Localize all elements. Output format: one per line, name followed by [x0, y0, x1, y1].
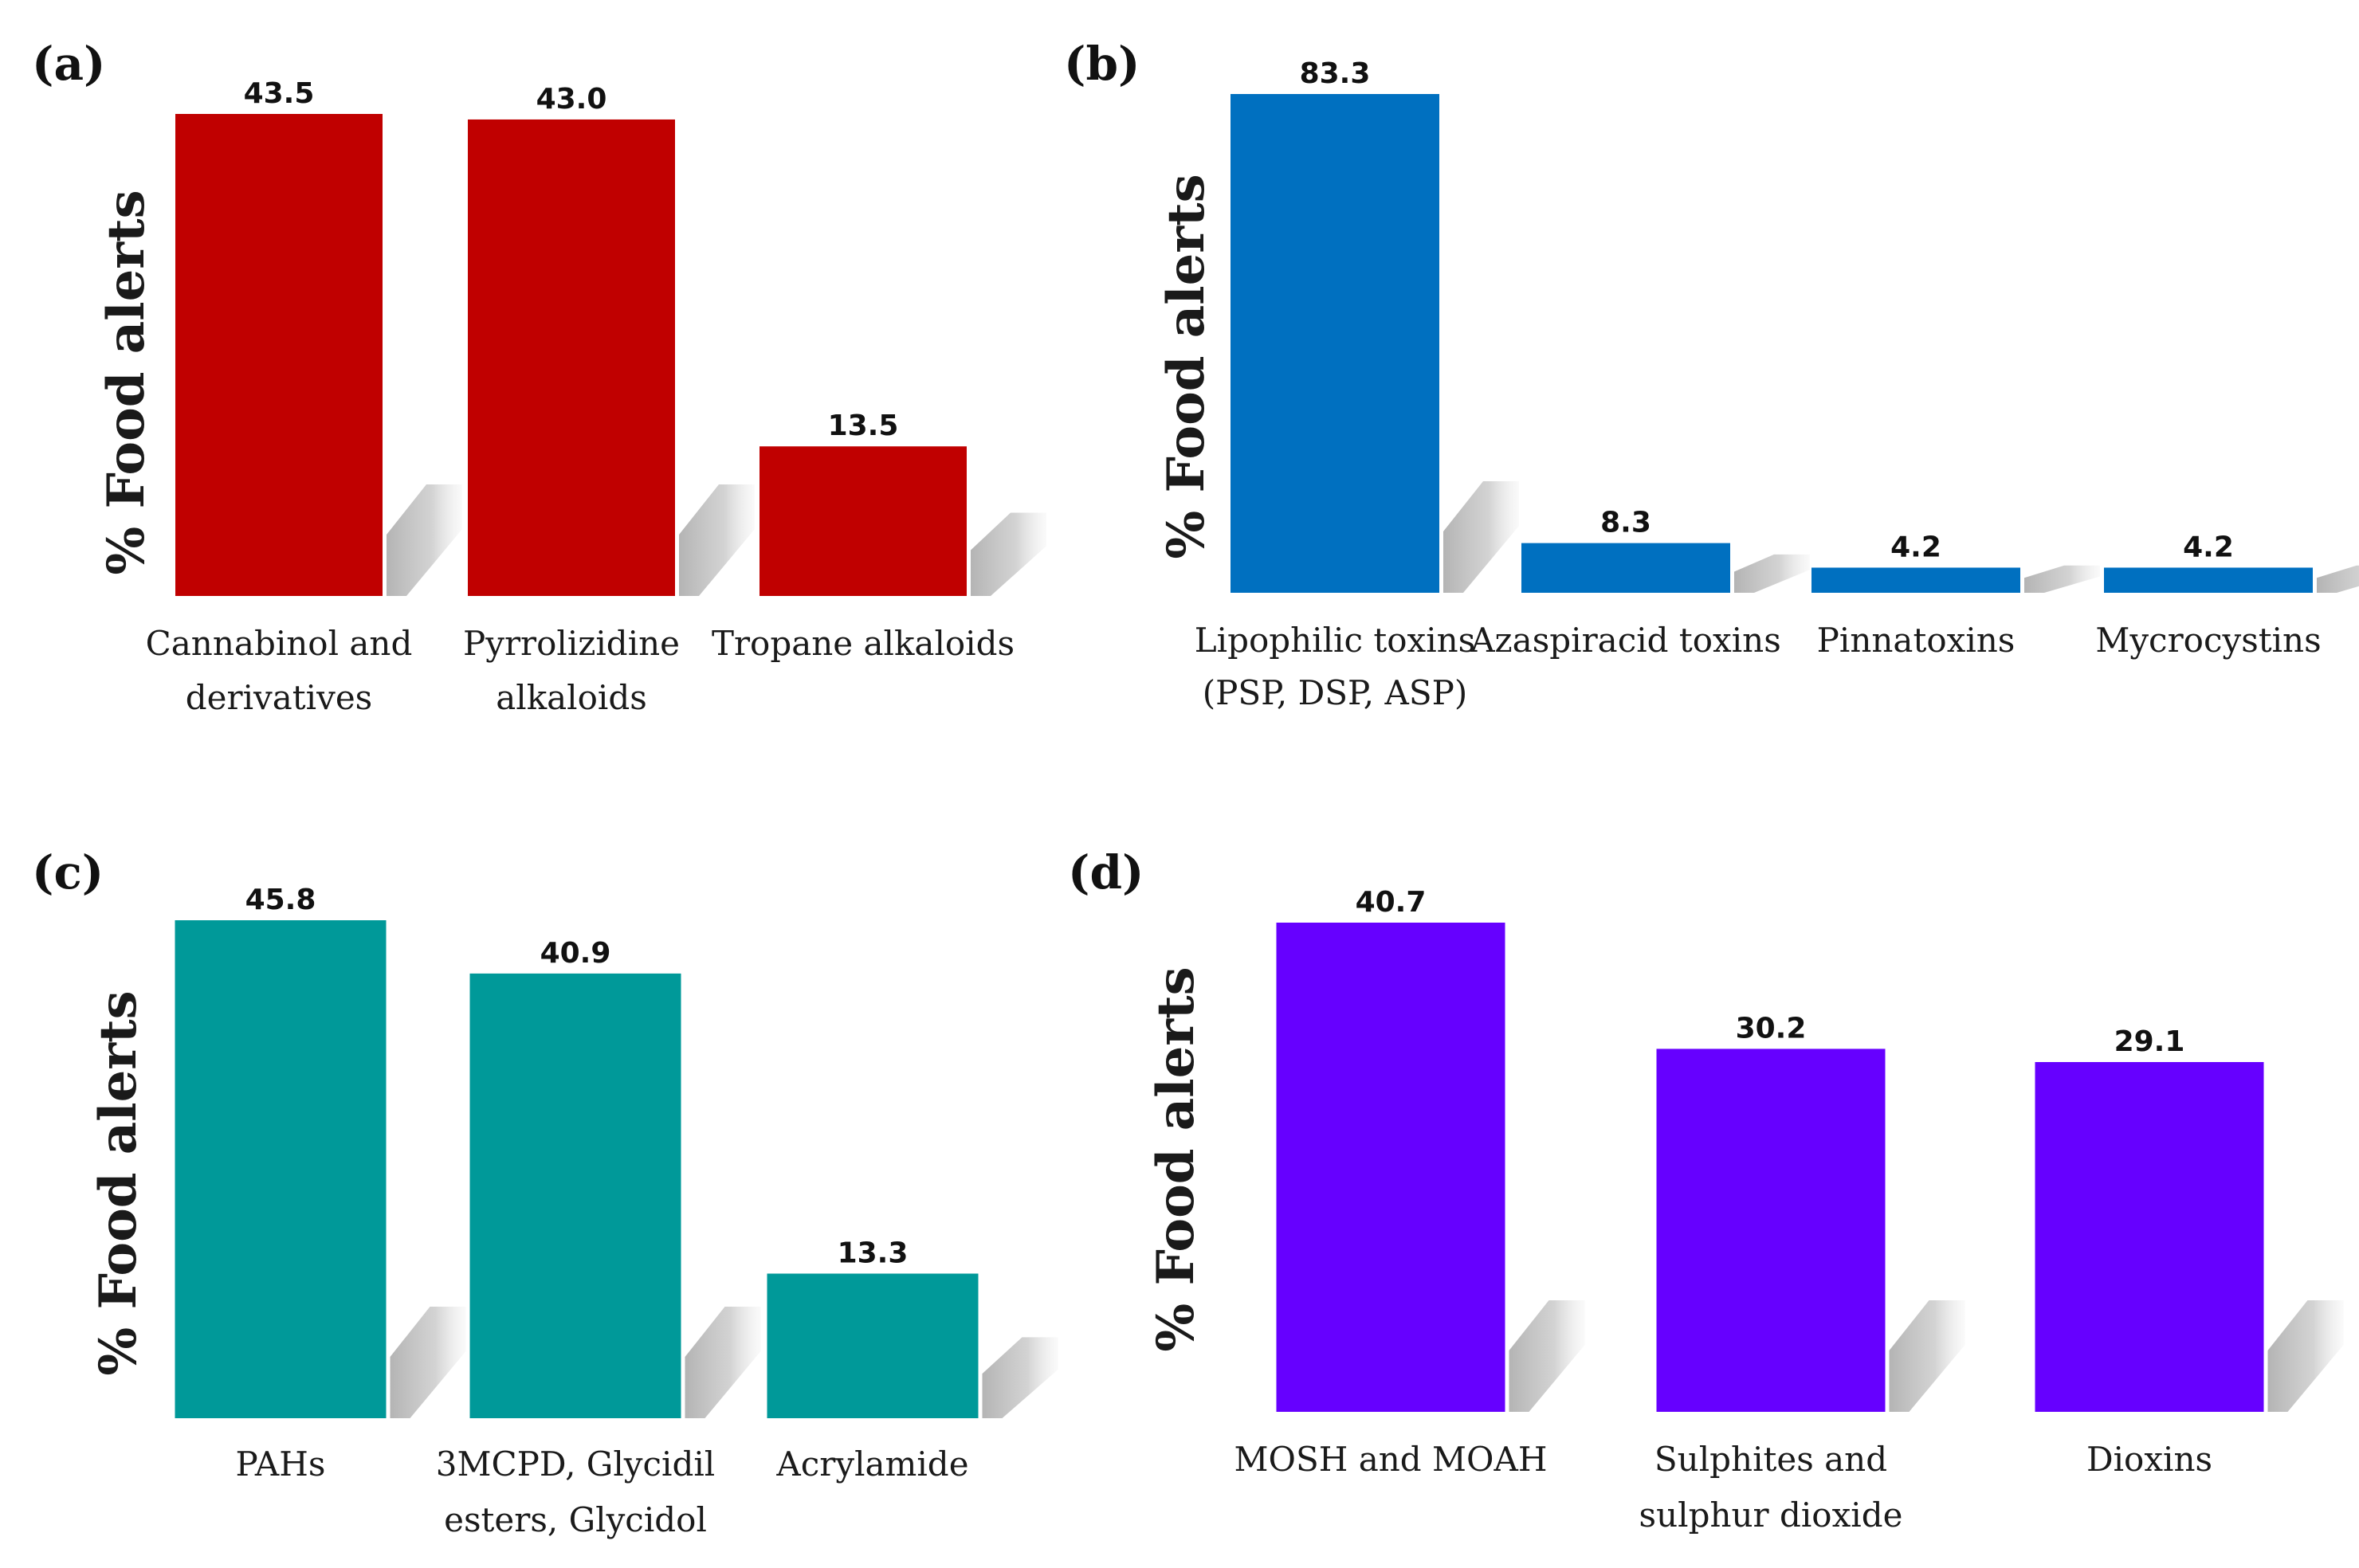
category-label: Cannabinol and derivatives: [146, 624, 413, 717]
chart-panel-a: (a) % Food alerts 43.5 Cannabinol and deriva…: [32, 37, 1046, 717]
category-label: 3MCPD, Glycidil esters, Glycidol: [436, 1445, 715, 1539]
bar-value-label: 8.3: [1600, 507, 1651, 539]
bar-shadow: [982, 1337, 1058, 1418]
category-label: Pinnatoxins: [1817, 621, 2016, 660]
bar-shadow: [1443, 481, 1519, 593]
bar-4: [2104, 567, 2313, 593]
y-axis-label: % Food alerts: [1146, 966, 1206, 1351]
bar-value-label: 40.9: [540, 937, 611, 970]
chart-panel-c: (c) % Food alerts 45.8 PAHs 40.9 3MCPD, Glyci…: [32, 845, 1058, 1539]
category-label: Tropane alkaloids: [712, 624, 1015, 663]
bar-value-label: 83.3: [1300, 57, 1371, 90]
category-label: PAHs: [236, 1445, 326, 1484]
bar-value-label: 43.0: [536, 83, 607, 116]
bar-2: [468, 119, 675, 596]
bar-1: [1231, 94, 1439, 593]
bar-2: [469, 973, 681, 1418]
bar-1: [175, 114, 383, 596]
bar-shadow: [1734, 554, 1810, 593]
category-label: Azaspiracid toxins: [1470, 621, 1781, 660]
bar-3: [767, 1273, 979, 1418]
category-label: Sulphites and sulphur dioxide: [1639, 1440, 1903, 1535]
bar-shadow: [390, 1307, 466, 1418]
category-label: Mycrocystins: [2095, 621, 2321, 660]
y-axis-label: % Food alerts: [1156, 174, 1216, 559]
y-axis-label: % Food alerts: [88, 990, 148, 1375]
bar-value-label: 40.7: [1356, 886, 1427, 919]
panel-letter: (b): [1064, 37, 1140, 91]
bar-shadow: [2317, 565, 2359, 593]
bar-2: [1521, 543, 1730, 593]
bar-value-label: 29.1: [2114, 1025, 2185, 1058]
bar-shadow: [685, 1307, 761, 1418]
panel-letter: (d): [1068, 845, 1144, 900]
category-label: Pyrrolizidine alkaloids: [463, 624, 680, 717]
panel-letter: (c): [32, 845, 104, 900]
bar-value-label: 43.5: [244, 77, 315, 110]
bar-shadow: [1889, 1300, 1965, 1412]
panel-letter: (a): [32, 37, 105, 91]
bar-value-label: 13.3: [838, 1237, 909, 1270]
bar-shadow: [1509, 1300, 1585, 1412]
bar-shadow: [2024, 565, 2100, 593]
bar-3: [2035, 1061, 2264, 1412]
category-label: MOSH and MOAH: [1234, 1440, 1548, 1479]
bar-value-label: 13.5: [828, 410, 899, 442]
bar-2: [1656, 1049, 1886, 1412]
bar-3: [1811, 567, 2020, 593]
bar-shadow: [2267, 1300, 2344, 1412]
y-axis-label: % Food alerts: [96, 190, 156, 574]
category-label: Dioxins: [2086, 1440, 2212, 1479]
chart-panel-d: (d) % Food alerts 40.7 MOSH and MOAH 30.2 Sul…: [1068, 845, 2344, 1535]
chart-panel-b: (b) % Food alerts 83.3 Lipophilic toxins (PS…: [1064, 37, 2359, 712]
bar-shadow: [971, 512, 1046, 596]
bar-1: [175, 920, 387, 1418]
bar-value-label: 4.2: [2183, 531, 2234, 563]
bar-shadow: [387, 484, 462, 596]
bar-value-label: 45.8: [245, 884, 316, 916]
bar-value-label: 30.2: [1736, 1012, 1807, 1045]
bar-value-label: 4.2: [1890, 531, 1941, 563]
category-label: Lipophilic toxins (PSP, DSP, ASP): [1195, 621, 1476, 712]
bar-shadow: [679, 484, 755, 596]
category-label: Acrylamide: [775, 1445, 968, 1484]
bar-3: [760, 446, 967, 596]
bar-1: [1276, 923, 1505, 1412]
